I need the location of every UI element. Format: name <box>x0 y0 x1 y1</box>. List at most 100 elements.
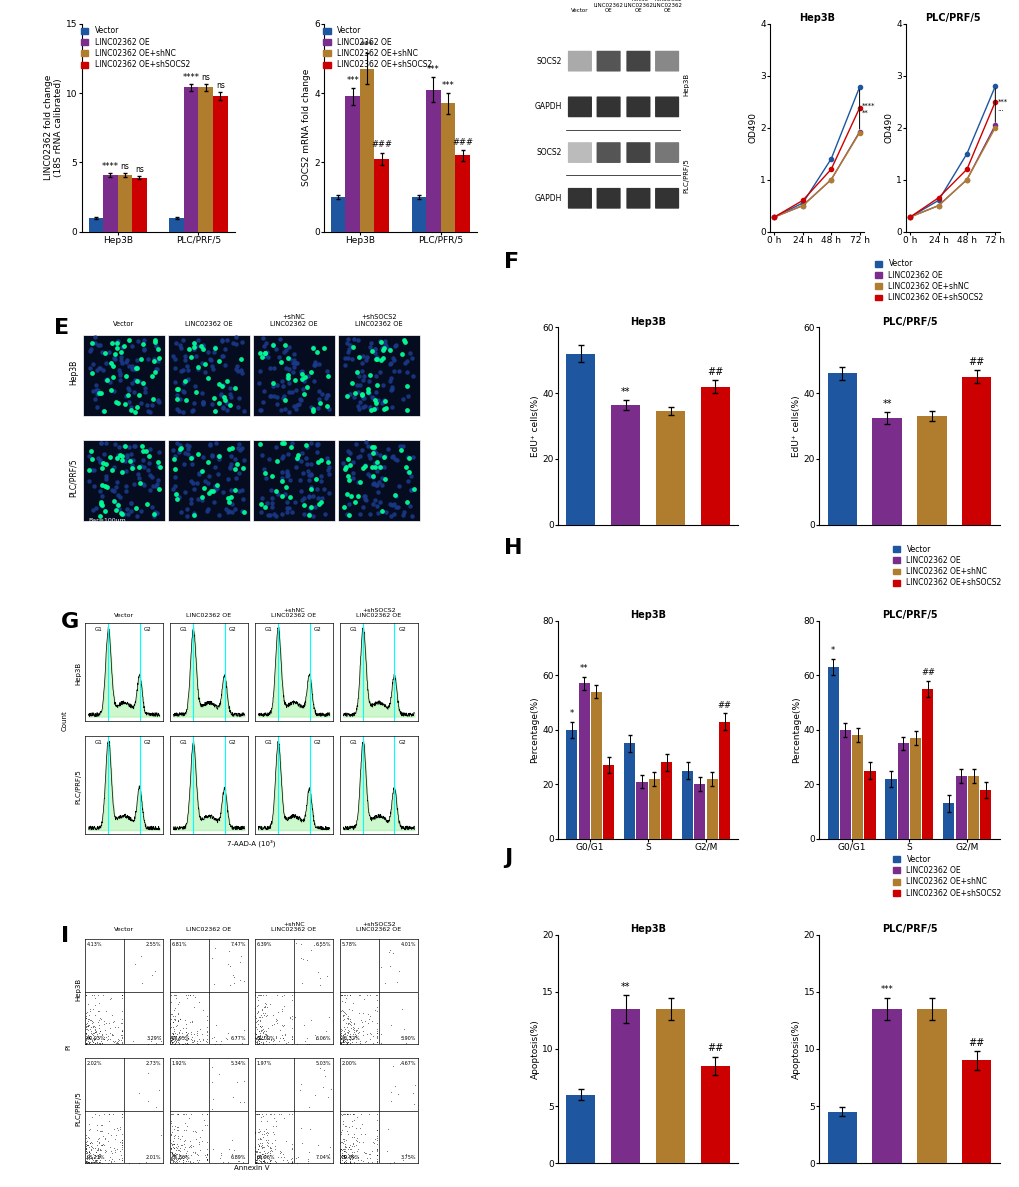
Text: J: J <box>503 848 512 868</box>
Text: Hep3B: Hep3B <box>75 661 82 685</box>
Y-axis label: OD490: OD490 <box>883 112 893 144</box>
Point <box>411 106 427 125</box>
FancyBboxPatch shape <box>596 96 620 118</box>
Title: Hep3B: Hep3B <box>630 923 665 934</box>
Bar <box>884 779 896 839</box>
Bar <box>624 743 635 839</box>
Point <box>664 322 681 341</box>
Text: Hep3B: Hep3B <box>683 72 689 96</box>
Bar <box>961 376 990 525</box>
Y-axis label: Apoptosis(%): Apoptosis(%) <box>791 1020 800 1079</box>
Text: *: * <box>569 709 574 718</box>
Title: Hep3B: Hep3B <box>798 13 835 23</box>
Text: SOCS2: SOCS2 <box>536 148 561 157</box>
Text: **: ** <box>621 982 630 991</box>
FancyBboxPatch shape <box>596 142 620 163</box>
Point <box>692 216 708 235</box>
Bar <box>909 738 920 839</box>
Point <box>454 66 471 85</box>
FancyBboxPatch shape <box>596 51 620 71</box>
Point <box>375 260 391 279</box>
Point <box>768 0 785 13</box>
Text: ****: **** <box>182 72 200 82</box>
Bar <box>839 730 850 839</box>
Point <box>558 279 575 298</box>
FancyBboxPatch shape <box>568 142 591 163</box>
Point <box>740 262 756 281</box>
Legend: Vector, LINC02362 OE, LINC02362 OE+shNC, LINC02362 OE+shSOCS2: Vector, LINC02362 OE, LINC02362 OE+shNC,… <box>320 24 435 72</box>
Title: PLC/PRF/5: PLC/PRF/5 <box>880 317 936 326</box>
Y-axis label: SOCS2 mRNA fold change: SOCS2 mRNA fold change <box>302 69 311 186</box>
Bar <box>897 743 908 839</box>
Bar <box>330 197 345 231</box>
Legend: Vector, LINC02362 OE, LINC02362 OE+shNC, LINC02362 OE+shSOCS2: Vector, LINC02362 OE, LINC02362 OE+shNC,… <box>77 24 193 72</box>
Bar <box>213 96 227 231</box>
Point <box>924 47 941 66</box>
Text: ##: ## <box>706 367 722 377</box>
FancyBboxPatch shape <box>654 96 679 118</box>
FancyBboxPatch shape <box>654 188 679 209</box>
Bar <box>660 762 672 839</box>
Point <box>814 59 830 78</box>
Text: *: * <box>830 647 835 655</box>
Point <box>346 284 363 303</box>
Point <box>575 148 591 167</box>
Text: ##: ## <box>968 357 984 367</box>
FancyBboxPatch shape <box>626 142 650 163</box>
Bar <box>169 217 183 231</box>
Text: ***
...: *** ... <box>997 99 1007 112</box>
Point <box>691 222 707 241</box>
Y-axis label: Percentage(%): Percentage(%) <box>530 697 539 763</box>
Text: ns: ns <box>216 81 224 90</box>
Bar <box>979 789 990 839</box>
Bar <box>864 770 874 839</box>
Bar <box>89 217 103 231</box>
Text: ###: ### <box>371 140 392 150</box>
Point <box>802 42 818 61</box>
Point <box>771 34 788 53</box>
Point <box>780 294 796 313</box>
Text: Hep3B: Hep3B <box>69 360 78 386</box>
FancyBboxPatch shape <box>626 188 650 209</box>
Point <box>611 319 628 338</box>
Title: PLC/PRF/5: PLC/PRF/5 <box>880 610 936 620</box>
Bar <box>921 688 932 839</box>
Bar <box>636 781 647 839</box>
Text: G: G <box>61 612 79 631</box>
Bar <box>103 174 117 231</box>
Bar <box>655 1009 685 1163</box>
Point <box>555 77 572 96</box>
Point <box>540 197 556 216</box>
Point <box>884 253 901 272</box>
Point <box>647 108 663 127</box>
Title: Hep3B: Hep3B <box>630 317 665 326</box>
Bar <box>961 1060 990 1163</box>
Text: Vector: Vector <box>571 8 588 13</box>
Point <box>433 243 449 262</box>
Y-axis label: Percentage(%): Percentage(%) <box>791 697 800 763</box>
Text: +shSOCS2
LINC02362 OE: +shSOCS2 LINC02362 OE <box>355 315 403 328</box>
Legend: Vector, LINC02362 OE, LINC02362 OE+shNC, LINC02362 OE+shSOCS2: Vector, LINC02362 OE, LINC02362 OE+shNC,… <box>889 541 1004 591</box>
FancyBboxPatch shape <box>568 51 591 71</box>
Y-axis label: EdU⁺ cells(%): EdU⁺ cells(%) <box>791 395 800 457</box>
Text: ***: *** <box>441 81 453 90</box>
Text: ##: ## <box>968 1037 984 1048</box>
Bar <box>440 103 454 231</box>
Bar <box>648 779 659 839</box>
Text: ###: ### <box>451 138 473 147</box>
Text: +shSOCS2
LINC02362 OE: +shSOCS2 LINC02362 OE <box>356 608 401 618</box>
Point <box>919 64 935 83</box>
Point <box>891 66 907 85</box>
Point <box>520 103 536 122</box>
Text: +shNC
LINC02362 OE: +shNC LINC02362 OE <box>271 921 316 933</box>
Bar <box>871 1009 901 1163</box>
Text: ##: ## <box>920 668 934 678</box>
Bar <box>578 684 589 839</box>
Bar <box>345 96 360 231</box>
Text: Count: Count <box>61 710 67 731</box>
Point <box>411 338 427 357</box>
Point <box>416 211 432 230</box>
Text: LINC02362 OE: LINC02362 OE <box>186 927 231 933</box>
Point <box>540 113 556 132</box>
Text: ##: ## <box>716 700 731 710</box>
